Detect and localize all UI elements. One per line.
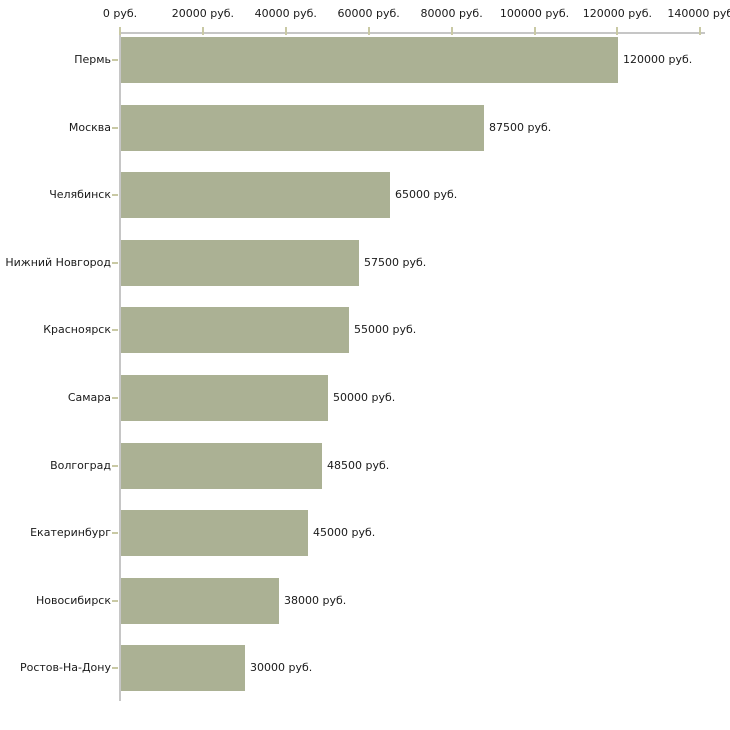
x-axis-tick	[367, 27, 370, 35]
category-label: Челябинск	[49, 188, 111, 202]
value-label: 120000 руб.	[623, 53, 693, 66]
bar-3	[121, 172, 390, 219]
bar-10	[121, 645, 245, 692]
y-axis-tick	[112, 329, 118, 332]
value-label: 38000 руб.	[284, 593, 347, 607]
x-axis-tick	[450, 27, 453, 35]
category-label: Самара	[67, 391, 111, 404]
category-label: Красноярск	[43, 323, 111, 337]
bar-5	[121, 307, 349, 354]
bar-4	[121, 239, 359, 286]
y-axis-tick	[112, 532, 118, 535]
x-axis-tick-label: 140000 руб	[667, 7, 730, 20]
y-axis-tick	[112, 599, 118, 602]
y-axis-tick	[112, 194, 118, 197]
bar-8	[121, 510, 308, 557]
x-axis-tick-label: 40000 руб.	[254, 7, 317, 20]
category-label: Волгоград	[50, 458, 111, 472]
x-axis-tick	[119, 27, 121, 35]
x-axis-line	[119, 32, 705, 34]
x-axis-tick-label: 120000 руб.	[582, 7, 653, 20]
x-axis-tick-label: 80000 руб.	[420, 7, 483, 20]
category-label: Екатеринбург	[30, 526, 111, 540]
category-label: Ростов-На-Дону	[19, 661, 111, 675]
bar-9	[121, 577, 279, 624]
x-axis-tick-label: 20000 руб.	[171, 7, 235, 20]
value-label: 55000 руб.	[354, 323, 417, 337]
value-label: 65000 руб.	[395, 188, 458, 202]
x-axis-tick	[284, 27, 287, 35]
category-label: Пермь	[74, 53, 111, 66]
value-label: 87500 руб.	[489, 120, 552, 134]
bar-2	[121, 104, 484, 151]
y-axis-tick	[112, 261, 118, 264]
x-axis-tick-label: 100000 руб.	[499, 7, 570, 20]
bar-6	[121, 375, 328, 421]
y-axis-tick	[112, 464, 118, 467]
x-axis-tick	[616, 27, 619, 35]
x-axis-tick	[533, 27, 536, 35]
bar-1	[121, 37, 618, 83]
x-axis-tick	[699, 27, 702, 35]
x-axis-tick	[201, 27, 204, 35]
bar-7	[121, 442, 322, 489]
value-label: 57500 руб.	[364, 255, 427, 269]
y-axis-tick	[112, 667, 118, 670]
y-axis-tick	[112, 59, 118, 61]
value-label: 48500 руб.	[327, 458, 390, 472]
y-axis-tick	[112, 126, 118, 129]
category-label: Москва	[68, 120, 111, 134]
x-axis-tick-label: 0 руб.	[102, 7, 138, 20]
value-label: 45000 руб.	[313, 526, 376, 540]
value-label: 30000 руб.	[250, 661, 313, 675]
y-axis-line	[119, 32, 121, 701]
category-label: Новосибирск	[35, 593, 111, 607]
value-label: 50000 руб.	[333, 391, 396, 404]
category-label: Нижний Новгород	[5, 255, 111, 269]
x-axis-tick-label: 60000 руб.	[337, 7, 400, 20]
y-axis-tick	[112, 397, 118, 399]
